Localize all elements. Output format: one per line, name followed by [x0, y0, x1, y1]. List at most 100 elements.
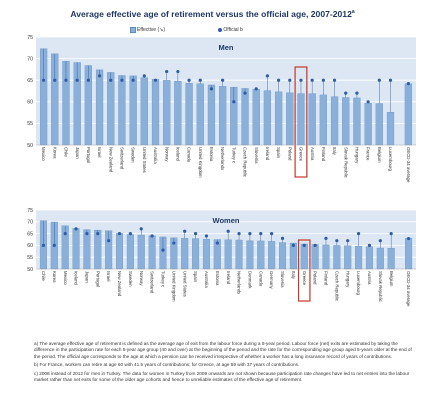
x-tick-label: Slovenia [280, 271, 285, 288]
x-tick-label: Korea [52, 147, 57, 159]
official-dot [41, 78, 46, 82]
highlight-box [297, 239, 311, 302]
y-tick-label: 75 [27, 35, 33, 41]
x-tick-label: Slovak Republic [378, 271, 383, 303]
x-tick-label: United Kingdom [198, 147, 203, 178]
x-tick-label: Mexico [63, 271, 68, 285]
x-tick-label: Slovak Republic [343, 147, 348, 179]
official-dot [139, 227, 143, 231]
official-dot [366, 100, 370, 104]
official-dot [377, 78, 381, 82]
bar-effective [353, 97, 361, 146]
bar-effective [319, 94, 327, 146]
x-tick-label: Portugal [86, 147, 91, 163]
official-dot [265, 74, 270, 78]
x-tick-label: Estonia [209, 147, 214, 162]
x-tick-label: Sweden [128, 271, 133, 287]
official-dot [248, 232, 252, 236]
x-tick-label: Norway [164, 147, 169, 162]
x-tick-label: Germany [269, 271, 274, 290]
x-tick-label: France [366, 147, 371, 161]
bar-effective [300, 243, 308, 270]
bar-effective [207, 84, 216, 146]
bar-effective [257, 240, 265, 270]
official-dot [313, 243, 317, 247]
x-tick-label: Poland [287, 147, 292, 161]
y-tick-label: 50 [27, 143, 33, 149]
bar-effective [355, 245, 363, 270]
bar-effective [322, 244, 330, 270]
legend-dot-swatch [218, 28, 223, 32]
y-tick-label: 70 [27, 56, 33, 62]
x-tick-label: Turkey c [231, 147, 236, 164]
bar-effective [107, 72, 115, 146]
y-tick-label: 55 [27, 121, 33, 127]
official-dot [193, 232, 198, 236]
panel-title: Men [219, 43, 234, 52]
x-tick-label: Greece [302, 271, 307, 286]
x-tick-label: Spain [276, 147, 281, 159]
official-dot [302, 243, 306, 247]
x-tick-label: OECD-34 average [406, 271, 411, 307]
legend-bar-swatch [130, 27, 136, 33]
x-tick-label: OECD-34 average [406, 147, 411, 183]
x-tick-label: Luxembourg [356, 271, 361, 295]
official-dot [226, 229, 230, 233]
x-tick-label: Canada [187, 147, 192, 163]
bar-effective [140, 77, 148, 146]
x-tick-label: New Zealand [108, 147, 113, 173]
bar-effective [252, 89, 260, 146]
bar-effective [151, 79, 160, 146]
bar-effective [235, 239, 243, 270]
bar-effective [311, 244, 319, 270]
bar-effective [364, 102, 372, 146]
bar-effective [376, 247, 384, 270]
bar-effective [246, 240, 254, 270]
official-dot [259, 232, 263, 236]
y-tick-label: 60 [27, 243, 33, 249]
official-dot [406, 82, 411, 86]
official-dot [53, 78, 57, 82]
bar-effective [72, 228, 80, 270]
official-dot [85, 232, 89, 236]
official-dot [204, 234, 209, 238]
official-dot [344, 91, 348, 95]
official-dot [356, 232, 361, 236]
bar-effective [241, 88, 249, 146]
footnote-c: c) 2008 instead of 2012 for men in Turke… [34, 370, 410, 382]
x-tick-label: Iceland [175, 147, 180, 161]
x-tick-label: Mexico [41, 147, 46, 161]
x-tick-label: Czech Republic [334, 271, 339, 302]
bar-effective [375, 103, 383, 146]
bar-effective [129, 75, 137, 146]
legend-official: Official b [218, 27, 243, 33]
x-tick-label: Australia [204, 271, 209, 288]
x-tick-label: Italy [332, 147, 337, 156]
x-tick-label: Austria [367, 271, 372, 285]
official-dot [324, 236, 328, 240]
x-tick-label: Estonia [215, 271, 220, 286]
x-tick-label: Japan [85, 271, 90, 283]
official-dot [131, 78, 135, 82]
bar-effective [224, 239, 232, 270]
bar-effective [202, 239, 210, 270]
official-dot [97, 74, 102, 78]
x-tick-label: Spain [193, 271, 198, 283]
official-dot [406, 236, 411, 241]
x-tick-label: Switzerland [120, 147, 125, 170]
bar-effective [333, 245, 341, 270]
official-dot [388, 78, 393, 82]
official-dot [176, 69, 180, 74]
y-tick-label: 50 [27, 267, 33, 273]
chart-legend: Effective (↘) Official b [130, 27, 243, 33]
bar-effective [83, 229, 91, 270]
bar-effective [344, 245, 352, 270]
bar-effective [342, 97, 350, 146]
official-dot [52, 243, 56, 247]
official-dot [109, 78, 113, 82]
footnotes: a) The average effective age of retireme… [34, 341, 412, 385]
x-tick-label: New Zealand [117, 271, 122, 297]
x-tick-label: United States [142, 147, 147, 173]
bar-effective [94, 229, 102, 270]
official-dot [276, 78, 281, 82]
